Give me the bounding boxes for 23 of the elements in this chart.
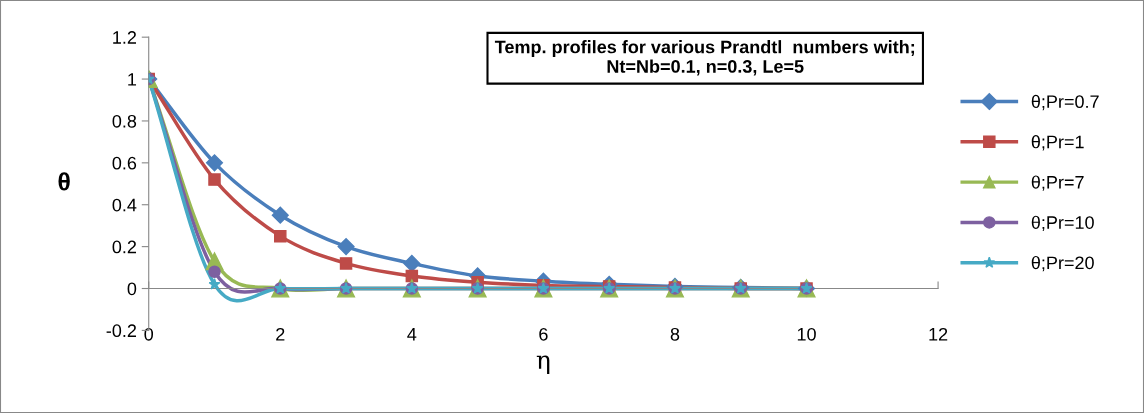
y-tick-label: 0.6 [112,156,137,170]
y-tick-label: 1.2 [113,31,137,44]
y-tick-label: 0.4 [112,198,137,212]
y-tick-label: 0 [127,282,137,296]
legend-label: θ;Pr=1 [1031,135,1084,151]
legend-label: θ;Pr=7 [1031,175,1084,191]
x-axis-title: η [536,355,550,374]
text: Temp. profiles for various Prandtl numbers with; Nt=Nb=0.1, n=0.3, Le=5 [494,40,915,76]
x-tick-label: 12 [929,327,948,341]
x-tick-label: 10 [797,327,816,341]
legend-label: θ;Pr=20 [1031,255,1094,272]
x-tick-label: 0 [144,327,154,341]
y-tick-label: 0.2 [112,240,137,254]
y-tick-label: 0.8 [112,114,137,128]
legend-label: θ;Pr=0.7 [1031,94,1099,111]
x-tick-label: 4 [407,328,417,341]
y-tick-label: 1 [128,73,137,86]
x-tick-label: 2 [276,327,285,341]
legend-label: θ;Pr=10 [1031,215,1094,232]
y-axis-title: θ [58,172,70,191]
y-tick-label: -0.2 [106,324,137,338]
x-tick-label: 6 [539,327,548,341]
x-tick-label: 8 [670,327,680,341]
